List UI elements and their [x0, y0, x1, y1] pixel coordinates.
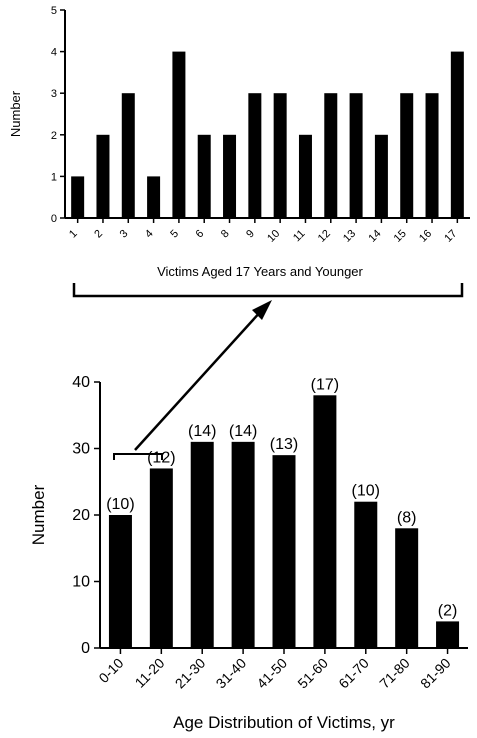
bottom-y-tick-label: 40: [72, 374, 90, 391]
bottom-x-tick-label: 31-40: [213, 655, 250, 692]
bottom-data-label: (2): [438, 602, 458, 619]
bottom-chart: (10) (12) (14) (14) (13) (17) (10) (8) (2) 0 10 20…: [29, 374, 468, 732]
top-bar-4: [147, 176, 161, 218]
top-bar-17: [450, 51, 464, 218]
bottom-bar-61-70: [354, 501, 378, 648]
top-bar-16: [425, 93, 439, 218]
top-x-tick-label: 3: [118, 228, 131, 241]
bottom-y-tick-label: 10: [72, 574, 90, 591]
top-x-tick-label: 6: [194, 228, 207, 241]
top-x-tick-label: 15: [392, 228, 409, 245]
top-x-tick-label: 14: [366, 228, 383, 245]
top-bar-15: [400, 93, 414, 218]
top-bar-9: [248, 93, 262, 218]
bottom-x-tick-label: 41-50: [253, 655, 290, 692]
bottom-bar-51-60: [313, 395, 337, 648]
top-y-tick-label: 3: [51, 88, 57, 100]
bottom-bar-71-80: [395, 528, 419, 648]
bottom-x-tick-label: 51-60: [294, 655, 331, 692]
bottom-x-tick-label: 61-70: [335, 655, 372, 692]
bottom-y-tick-label: 20: [72, 507, 90, 524]
bottom-x-axis-title: Age Distribution of Victims, yr: [173, 713, 395, 732]
bracket-connector: [72, 283, 464, 460]
top-x-tick-label: 17: [442, 228, 459, 245]
bottom-x-tick-label: 21-30: [172, 655, 209, 692]
top-bar-6: [197, 134, 211, 218]
top-x-tick-label: 4: [143, 228, 156, 241]
top-bar-5: [172, 51, 186, 218]
bottom-x-tick-label: 81-90: [417, 655, 454, 692]
top-x-tick-label: 11: [291, 228, 308, 245]
bottom-x-tick-label: 0-10: [95, 655, 126, 686]
bottom-y-tick-label: 0: [81, 640, 90, 657]
top-bar-14: [374, 134, 388, 218]
top-bar-11: [298, 134, 312, 218]
bottom-bar-81-90: [436, 621, 460, 648]
small-bracket: [113, 453, 163, 460]
top-bar-1: [71, 176, 85, 218]
top-x-tick-label: 5: [168, 228, 181, 241]
top-y-tick-label: 4: [51, 47, 57, 59]
top-x-tick-label: 10: [265, 228, 282, 245]
top-x-tick-label: 13: [341, 228, 358, 245]
bottom-data-label: (14): [188, 423, 216, 440]
bottom-bar-31-40: [231, 441, 255, 648]
bottom-data-label: (14): [229, 423, 257, 440]
top-bar-13: [349, 93, 363, 218]
bottom-data-label: (17): [311, 376, 339, 393]
top-x-tick-label: 2: [92, 228, 105, 241]
top-bar-2: [96, 134, 110, 218]
top-x-tick-label: 16: [417, 228, 434, 245]
bottom-bar-0-10: [108, 515, 132, 648]
bottom-data-label: (13): [270, 436, 298, 453]
bottom-data-label: (8): [397, 509, 417, 526]
top-bar-3: [121, 93, 135, 218]
bottom-bar-11-20: [149, 468, 173, 648]
bottom-data-label: (12): [147, 449, 175, 466]
top-y-axis-title: Number: [8, 90, 23, 137]
top-x-tick-label: 1: [67, 228, 80, 241]
top-bar-8: [223, 134, 237, 218]
bottom-data-label: (10): [106, 496, 134, 513]
top-y-tick-label: 0: [51, 213, 57, 225]
top-bar-12: [324, 93, 338, 218]
top-y-tick-label: 2: [51, 130, 57, 142]
top-bracket: [72, 283, 464, 298]
top-x-tick-label: 8: [219, 228, 232, 241]
zoom-arrow-line: [134, 309, 263, 451]
top-y-tick-label: 1: [51, 171, 57, 183]
top-x-tick-label: 9: [244, 228, 257, 241]
top-y-tick-label: 5: [51, 5, 57, 17]
bottom-data-label: (10): [352, 483, 380, 500]
bottom-x-tick-label: 71-80: [376, 655, 413, 692]
bottom-bar-41-50: [272, 455, 296, 648]
top-bar-10: [273, 93, 287, 218]
bottom-y-axis-title: Number: [29, 484, 48, 545]
bottom-y-tick-label: 30: [72, 441, 90, 458]
top-x-tick-label: 12: [316, 228, 333, 245]
bottom-x-tick-label: 11-20: [132, 655, 168, 691]
zoom-arrowhead: [252, 300, 272, 320]
top-x-axis-title: Victims Aged 17 Years and Younger: [157, 264, 363, 279]
bottom-bar-21-30: [190, 441, 214, 648]
